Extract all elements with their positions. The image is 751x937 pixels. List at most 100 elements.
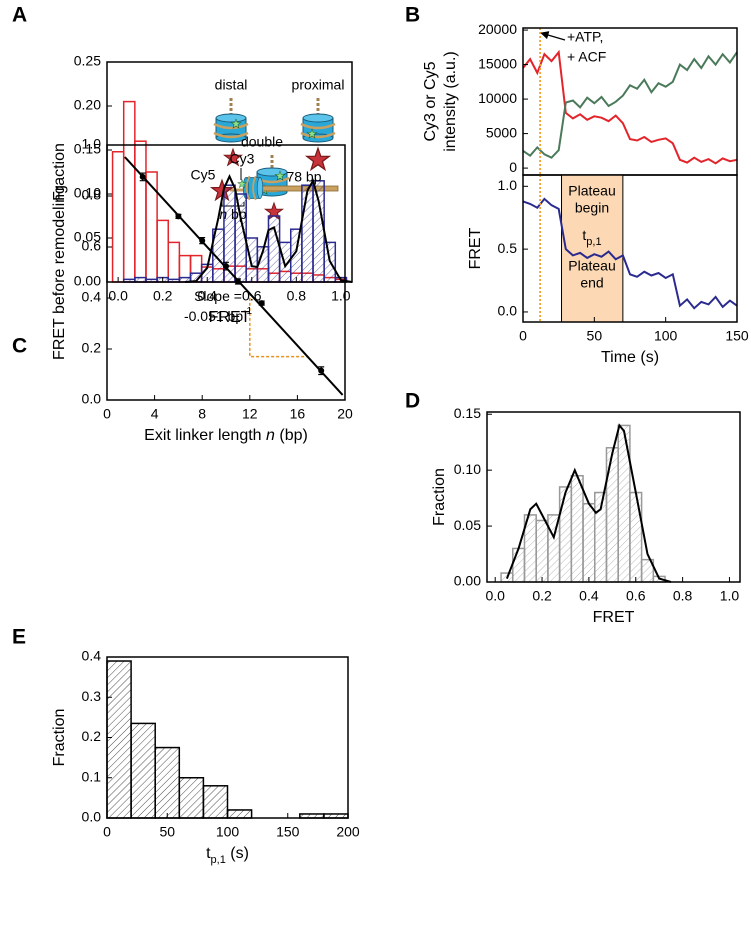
x-axis-title: Exit linker length n (bp) bbox=[144, 427, 308, 444]
y-tick-label: 0.00 bbox=[454, 573, 481, 589]
x-tick-label: 0.4 bbox=[579, 588, 599, 604]
x-tick-label: 0.8 bbox=[673, 588, 693, 604]
y-tick-label: 0.3 bbox=[82, 688, 102, 704]
plateau-span bbox=[561, 174, 624, 323]
annotation: n bp bbox=[219, 206, 246, 222]
axes-frame bbox=[486, 411, 741, 583]
annotation: + ACF bbox=[567, 49, 606, 65]
x-tick-label: 8 bbox=[198, 406, 206, 422]
panel-label: B bbox=[405, 4, 420, 27]
x-tick-label: 200 bbox=[336, 824, 360, 840]
y-tick-label: 0.2 bbox=[82, 340, 102, 356]
cy5-star bbox=[306, 147, 330, 171]
y-tick-label: 0.10 bbox=[454, 461, 481, 477]
x-tick-label: 0 bbox=[519, 328, 527, 344]
panel-label: C bbox=[12, 335, 27, 358]
annotation: proximal bbox=[292, 77, 345, 93]
trace-line bbox=[522, 51, 738, 159]
histogram-bar bbox=[312, 180, 325, 283]
histogram-bar bbox=[106, 660, 132, 819]
x-tick-label: 0.2 bbox=[153, 288, 173, 304]
y-tick-label: 0 bbox=[509, 159, 517, 175]
annotation-part: bp bbox=[227, 206, 247, 222]
histogram-bar bbox=[570, 475, 584, 583]
y-axis-title: Fraction bbox=[51, 143, 68, 201]
x-tick-label: 20 bbox=[337, 406, 353, 422]
y-axis-title: intensity (a.u.) bbox=[442, 51, 459, 151]
x-axis-title-part: Exit linker length bbox=[144, 427, 266, 444]
axes-frame bbox=[522, 174, 738, 323]
y-tick-label: 0.5 bbox=[498, 240, 518, 256]
x-axis-title: FRET bbox=[593, 609, 635, 626]
x-tick-label: 150 bbox=[725, 328, 749, 344]
y-tick-label: 20000 bbox=[478, 21, 517, 37]
annotation: distal bbox=[215, 77, 248, 93]
y-tick-label: 0.05 bbox=[74, 229, 101, 245]
annotation-part: -0.051 bp bbox=[184, 308, 243, 324]
x-axis-title-part: p,1 bbox=[211, 854, 226, 866]
x-tick-label: 12 bbox=[242, 406, 258, 422]
histogram-bar bbox=[267, 215, 281, 283]
y-tick-label: 1.0 bbox=[82, 136, 102, 152]
x-tick-label: 50 bbox=[587, 328, 603, 344]
x-axis-title-part: n bbox=[266, 427, 275, 444]
x-tick-label: 0.0 bbox=[485, 588, 505, 604]
fit-curve bbox=[505, 423, 672, 583]
nucleosome bbox=[299, 112, 337, 144]
histogram-bar bbox=[178, 777, 205, 819]
panel-label: E bbox=[12, 626, 26, 649]
annotation: Cy3 bbox=[230, 151, 255, 167]
y-tick-label: 10000 bbox=[478, 90, 517, 106]
trace-line bbox=[522, 49, 738, 165]
histogram-bar bbox=[558, 486, 573, 583]
fit-curve bbox=[124, 156, 344, 396]
annotation: 78 bp bbox=[286, 169, 321, 185]
fit-curve bbox=[184, 173, 353, 283]
annotation: begin bbox=[575, 200, 609, 216]
x-tick-label: 16 bbox=[290, 406, 306, 422]
annotation: Plateau bbox=[568, 258, 615, 274]
annotation-part: Slope = bbox=[194, 288, 242, 304]
y-axis-title: Cy3 or Cy5 bbox=[422, 61, 439, 141]
x-axis-title: tp,1 (s) bbox=[206, 845, 249, 866]
y-tick-label: 0.0 bbox=[498, 303, 518, 319]
histogram-bar bbox=[111, 151, 125, 283]
y-axis-title: Fraction bbox=[51, 709, 68, 767]
panel-label: A bbox=[12, 4, 27, 27]
x-tick-label: 0.6 bbox=[626, 588, 646, 604]
histogram-bar bbox=[167, 241, 181, 283]
histogram-bar bbox=[134, 140, 147, 283]
histogram-bar bbox=[156, 219, 169, 283]
x-tick-label: 0.8 bbox=[287, 288, 307, 304]
annotation: tp,1 bbox=[582, 227, 601, 248]
x-tick-label: 0 bbox=[103, 824, 111, 840]
y-tick-label: 0.8 bbox=[82, 187, 102, 203]
y-tick-label: 0.15 bbox=[74, 141, 101, 157]
x-tick-label: 0.0 bbox=[108, 288, 128, 304]
nucleosome-icons bbox=[212, 98, 337, 220]
annotation: Cy5 bbox=[191, 167, 216, 183]
y-tick-label: 0.15 bbox=[454, 405, 481, 421]
y-tick-label: 0.1 bbox=[82, 768, 102, 784]
x-tick-label: 0.4 bbox=[197, 288, 217, 304]
histogram-bar bbox=[154, 746, 181, 819]
annotation: Slope = -0.051 bp-1 bbox=[184, 288, 253, 324]
x-tick-label: 0.2 bbox=[532, 588, 552, 604]
y-tick-label: 0.00 bbox=[74, 273, 101, 289]
y-tick-label: 0.20 bbox=[74, 97, 101, 113]
slope-guide bbox=[249, 292, 309, 358]
y-tick-label: 0.6 bbox=[82, 238, 102, 254]
y-tick-label: 1.0 bbox=[498, 177, 518, 193]
annotation: +ATP, bbox=[567, 29, 603, 45]
y-tick-label: 5000 bbox=[486, 124, 517, 140]
axes-frame bbox=[106, 144, 346, 401]
histogram-bar bbox=[605, 447, 619, 583]
x-tick-label: 0 bbox=[103, 406, 111, 422]
x-axis-title: Time (s) bbox=[601, 349, 659, 366]
annotation-part: t bbox=[582, 227, 586, 243]
x-axis-title-part: (bp) bbox=[275, 427, 308, 444]
x-axis-title: FRET bbox=[209, 309, 251, 326]
annotation: double bbox=[241, 134, 283, 150]
